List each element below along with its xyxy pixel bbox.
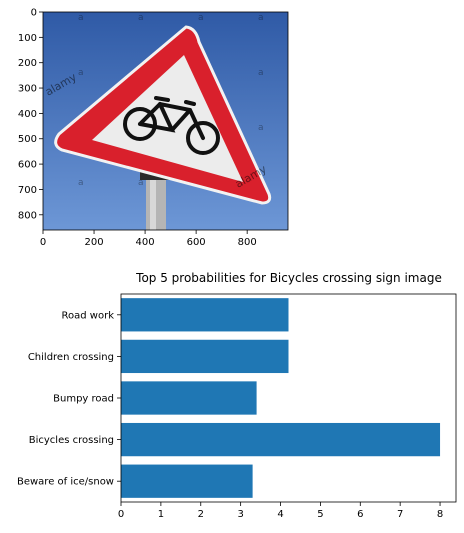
bar [121, 339, 289, 374]
bar-subplot: Top 5 probabilities for Bicycles crossin… [17, 271, 457, 520]
bar-series [121, 298, 441, 498]
x-tick-label: 4 [277, 509, 283, 520]
bar [121, 422, 441, 457]
sign-photo: alamy alamy [43, 12, 288, 230]
category-label: Children crossing [28, 352, 114, 363]
x-tick-label: 200 [84, 237, 103, 248]
image-x-axis: 0 200 400 600 800 [40, 230, 257, 248]
bar [121, 298, 289, 332]
x-tick-label: 6 [357, 509, 363, 520]
x-tick-label: 800 [238, 237, 257, 248]
bicycle-icon [123, 96, 220, 155]
category-label: Bumpy road [53, 394, 114, 405]
x-tick-label: 5 [317, 509, 323, 520]
chart-title: Top 5 probabilities for Bicycles crossin… [135, 271, 442, 285]
y-tick-label: 200 [18, 58, 37, 69]
y-tick-label: 500 [18, 134, 37, 145]
x-tick-label: 0 [40, 237, 46, 248]
x-tick-label: 400 [136, 237, 155, 248]
y-tick-label: 600 [18, 160, 37, 171]
x-tick-label: 2 [198, 509, 204, 520]
category-label: Beware of ice/snow [17, 477, 114, 488]
y-tick-label: 0 [31, 8, 37, 19]
y-tick-label: 300 [18, 84, 37, 95]
image-axes-frame [42, 11, 289, 231]
x-tick-label: 600 [187, 237, 206, 248]
image-subplot: alamy alamy 0 200 400 600 800 0 100 200 300 400 5… [18, 8, 289, 248]
y-tick-label: 400 [18, 109, 37, 120]
x-tick-label: 0 [118, 509, 124, 520]
bar-y-axis: Road work Children crossing Bumpy road Bicy… [17, 310, 121, 488]
y-tick-label: 100 [18, 33, 37, 44]
sign-pole-highlight [150, 170, 156, 230]
x-tick-label: 7 [397, 509, 403, 520]
x-tick-label: 1 [158, 509, 164, 520]
y-tick-label: 700 [18, 185, 37, 196]
category-label: Road work [62, 310, 115, 321]
y-tick-label: 800 [18, 210, 37, 221]
bar [121, 381, 257, 415]
bar [121, 464, 253, 498]
x-tick-label: 8 [437, 509, 443, 520]
category-label: Bicycles crossing [29, 435, 114, 446]
x-tick-label: 3 [237, 509, 243, 520]
bar-x-axis: 0 1 2 3 4 5 6 7 8 [118, 502, 443, 520]
image-y-axis: 0 100 200 300 400 500 600 700 800 [18, 8, 43, 221]
